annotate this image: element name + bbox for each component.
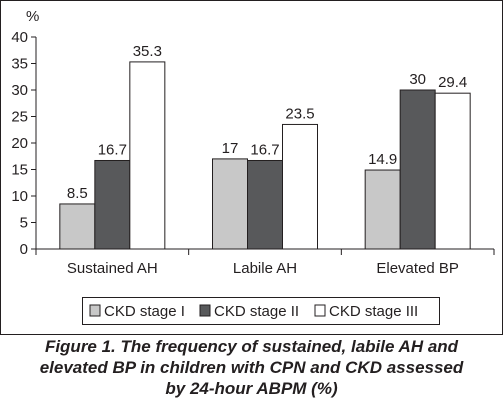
value-label-1-1: 8.5 xyxy=(67,185,88,202)
caption-line-1: Figure 1. The frequency of sustained, la… xyxy=(44,337,459,356)
y-tick-label-1: 5 xyxy=(20,215,28,232)
value-label-2-2: 16.7 xyxy=(250,141,279,158)
value-label-3-1: 35.3 xyxy=(133,43,162,60)
legend-box xyxy=(82,297,440,325)
value-label-1-3: 14.9 xyxy=(368,151,397,168)
y-tick-label-6: 30 xyxy=(11,82,28,99)
y-tick-label-5: 25 xyxy=(11,109,28,126)
y-tick-label-0: 0 xyxy=(20,241,28,258)
x-tick-label-2: Labile AH xyxy=(233,260,297,277)
bars xyxy=(59,61,471,250)
bar-1-3 xyxy=(364,169,401,250)
bar-chart: % 0 5 10 15 20 25 30 35 40 8.5 16.7 35.3 17 16.7 23.5… xyxy=(0,0,503,335)
value-label-2-1: 16.7 xyxy=(98,141,127,158)
bar-3-3 xyxy=(434,92,471,250)
caption-line-2: elevated BP in children with CPN and CKD… xyxy=(39,358,464,377)
caption-line-3: by 24-hour ABPM (%) xyxy=(165,379,338,398)
value-label-1-2: 17 xyxy=(222,140,239,157)
bar-2-1 xyxy=(94,159,131,250)
value-label-3-2: 23.5 xyxy=(285,105,314,122)
legend-swatch-2 xyxy=(199,304,211,317)
value-label-3-3: 29.4 xyxy=(438,74,467,91)
y-tick-label-8: 40 xyxy=(11,29,28,46)
y-tick-label-2: 10 xyxy=(11,188,28,205)
bar-1-1 xyxy=(59,203,96,250)
legend-swatch-3 xyxy=(314,304,326,317)
bar-2-2 xyxy=(247,159,283,250)
legend-label-3: CKD stage III xyxy=(329,303,418,320)
legend-label-2: CKD stage II xyxy=(214,303,299,320)
legend-swatch-1 xyxy=(89,304,101,317)
legend-label-1: CKD stage I xyxy=(104,303,185,320)
value-label-2-3: 30 xyxy=(409,71,426,88)
y-tick-label-4: 20 xyxy=(11,135,28,152)
bar-3-2 xyxy=(282,123,318,250)
value-labels: 8.5 16.7 35.3 17 16.7 23.5 14.9 30 29.4 xyxy=(67,43,467,202)
x-tick-label-1: Sustained AH xyxy=(67,260,158,277)
bar-2-3 xyxy=(399,89,436,250)
y-tick-label-7: 35 xyxy=(11,56,28,73)
y-axis-label: % xyxy=(26,8,39,25)
x-tick-labels: Sustained AH Labile AH Elevated BP xyxy=(67,260,459,277)
x-tick-label-3: Elevated BP xyxy=(376,260,459,277)
y-tick-label-3: 15 xyxy=(11,162,28,179)
legend: CKD stage I CKD stage II CKD stage III xyxy=(82,297,440,325)
bar-1-2 xyxy=(212,158,248,250)
figure-caption: Figure 1. The frequency of sustained, la… xyxy=(0,336,503,399)
bar-3-1 xyxy=(129,61,166,250)
